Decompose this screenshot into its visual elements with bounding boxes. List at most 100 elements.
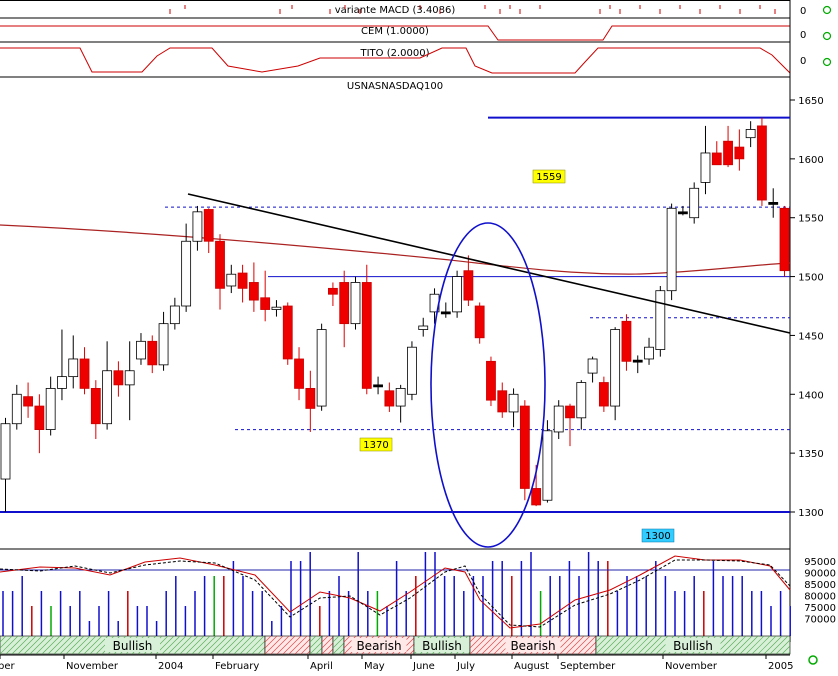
- cem-panel: CEM (1.0000): [0, 25, 790, 43]
- signal-hatch: [11, 635, 31, 655]
- candle-body: [373, 384, 383, 388]
- signal-hatch: [321, 635, 329, 643]
- candle-body: [463, 270, 474, 301]
- signal-label-bg: [351, 638, 407, 652]
- signal-segment-bear: [264, 635, 311, 655]
- signal-hatch: [733, 635, 753, 655]
- signal-hatch: [209, 635, 229, 655]
- candle-body: [553, 405, 564, 433]
- signal-hatch: [475, 635, 495, 655]
- signal-hatch: [327, 648, 334, 655]
- signal-hatch: [17, 635, 37, 655]
- candle-body: [90, 387, 101, 425]
- candle-body: [339, 282, 350, 325]
- macd-histogram: [169, 5, 776, 14]
- candle-body: [486, 360, 496, 401]
- signal-hatch: [631, 635, 651, 655]
- price-tick-label: 1450: [798, 331, 823, 342]
- candle-body: [0, 423, 11, 480]
- candle-body: [745, 129, 756, 139]
- signal-hatch: [643, 635, 663, 655]
- signal-hatch: [625, 635, 645, 655]
- candle-body: [203, 209, 214, 242]
- signal-hatch: [41, 635, 61, 655]
- settings-dot-icon[interactable]: [822, 5, 832, 15]
- refresh-icon[interactable]: [808, 655, 818, 665]
- signal-hatch: [613, 635, 633, 655]
- signal-hatch: [332, 635, 340, 643]
- signal-hatch: [264, 635, 272, 643]
- candle-body: [587, 358, 598, 374]
- volume-tick-label: 80000: [804, 592, 836, 603]
- candle-body: [407, 346, 417, 395]
- signal-strip: Bullish Bearish Bullish Bearish Bullish: [0, 635, 791, 655]
- signal-hatch: [0, 635, 19, 655]
- candle-body: [23, 396, 33, 407]
- signal-hatch: [282, 635, 302, 655]
- price-tick-label: 1400: [798, 390, 823, 401]
- signal-hatch: [83, 635, 103, 655]
- signal-hatch: [179, 635, 199, 655]
- signal-hatch: [619, 635, 639, 655]
- svg-text:1370: 1370: [363, 440, 388, 451]
- signal-hatch: [332, 642, 345, 655]
- candle-body: [531, 488, 542, 506]
- signal-hatch: [300, 644, 311, 655]
- signal-hatch: [215, 635, 235, 655]
- settings-dot-icon[interactable]: [822, 57, 832, 67]
- signal-hatch: [745, 635, 765, 655]
- candle-body: [124, 370, 135, 386]
- candle-body: [768, 202, 779, 205]
- signal-hatch: [343, 635, 351, 643]
- signal-hatch: [239, 635, 259, 655]
- candle-body: [102, 370, 113, 425]
- signal-hatch: [306, 650, 311, 655]
- signal-hatch: [23, 635, 43, 655]
- x-tick-label: June: [412, 661, 435, 672]
- candle-body: [113, 370, 124, 386]
- candle-body: [237, 272, 248, 289]
- price-tick-label: 1600: [798, 155, 823, 166]
- oscillator-signal-line: [0, 559, 791, 628]
- signal-hatch: [607, 635, 627, 655]
- candle-body: [678, 211, 688, 215]
- candle-body: [519, 405, 530, 489]
- volume-bars: [2, 552, 791, 636]
- signal-hatch: [467, 651, 471, 655]
- signal-hatch: [487, 635, 507, 655]
- candle-body: [181, 240, 192, 307]
- signal-hatch: [53, 635, 73, 655]
- candle-body: [192, 211, 203, 242]
- signal-hatch: [35, 635, 55, 655]
- tito-axis-zero: 0: [800, 56, 806, 67]
- candle-body: [45, 387, 56, 430]
- oscillator-line: [0, 555, 791, 629]
- volume-tick-label: 85000: [804, 580, 836, 591]
- signal-hatch: [270, 635, 290, 655]
- highlight-ellipse: [430, 222, 546, 548]
- settings-dot-icon[interactable]: [822, 31, 832, 41]
- signal-segment-bull: [309, 635, 323, 655]
- tito-line: [0, 47, 791, 74]
- candle-body: [711, 152, 722, 166]
- candle-body: [632, 359, 643, 363]
- signal-hatch: [757, 635, 777, 655]
- candle-body: [576, 382, 587, 419]
- x-tick-label: 2005: [768, 661, 793, 672]
- signal-hatch: [469, 635, 477, 643]
- signal-hatch: [637, 635, 657, 655]
- macd-panel: variante MACD (3.4086): [0, 0, 790, 19]
- signal-hatch: [481, 635, 501, 655]
- signal-hatch: [251, 640, 266, 655]
- signal-label: Bullish: [422, 639, 462, 653]
- signal-hatch: [321, 642, 334, 655]
- cem-line: [0, 25, 790, 41]
- signal-label-bg: [505, 638, 561, 652]
- volume-tick-label: 75000: [804, 603, 836, 614]
- candle-body: [440, 311, 451, 315]
- candle-body: [689, 187, 700, 219]
- trendline: [187, 193, 791, 334]
